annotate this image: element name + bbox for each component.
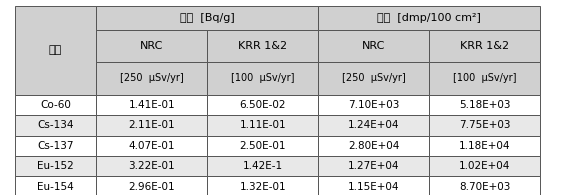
Text: 4.07E-01: 4.07E-01 bbox=[128, 141, 175, 151]
Text: KRR 1&2: KRR 1&2 bbox=[460, 41, 509, 51]
Text: Eu-154: Eu-154 bbox=[37, 182, 74, 192]
Text: 1.32E-01: 1.32E-01 bbox=[239, 182, 286, 192]
Bar bbox=[318, 136, 429, 156]
Text: 1.42E-1: 1.42E-1 bbox=[243, 161, 283, 171]
Bar bbox=[318, 62, 429, 95]
Bar bbox=[96, 136, 207, 156]
Bar bbox=[207, 95, 318, 115]
Bar bbox=[429, 95, 540, 115]
Bar bbox=[318, 6, 540, 30]
Text: 8.70E+03: 8.70E+03 bbox=[459, 182, 510, 192]
Text: 1.24E+04: 1.24E+04 bbox=[348, 120, 399, 130]
Text: 7.10E+03: 7.10E+03 bbox=[348, 100, 399, 110]
Bar bbox=[207, 62, 318, 95]
Bar bbox=[15, 176, 96, 195]
Text: 7.75E+03: 7.75E+03 bbox=[459, 120, 510, 130]
Text: KRR 1&2: KRR 1&2 bbox=[238, 41, 287, 51]
Bar bbox=[96, 176, 207, 195]
Text: Cs-137: Cs-137 bbox=[37, 141, 74, 151]
Text: 1.02E+04: 1.02E+04 bbox=[459, 161, 510, 171]
Text: Co-60: Co-60 bbox=[40, 100, 71, 110]
Bar bbox=[96, 62, 207, 95]
Bar bbox=[96, 30, 207, 62]
Text: [100  μSv/yr]: [100 μSv/yr] bbox=[453, 74, 516, 83]
Bar bbox=[429, 30, 540, 62]
Bar bbox=[429, 62, 540, 95]
Bar bbox=[207, 136, 318, 156]
Bar bbox=[429, 156, 540, 176]
Text: 2.50E-01: 2.50E-01 bbox=[239, 141, 286, 151]
Text: 1.41E-01: 1.41E-01 bbox=[128, 100, 175, 110]
Text: 부지  [Bq/g]: 부지 [Bq/g] bbox=[180, 13, 235, 23]
Bar bbox=[429, 136, 540, 156]
Text: 핵종: 핵종 bbox=[49, 45, 62, 55]
Text: 3.22E-01: 3.22E-01 bbox=[128, 161, 175, 171]
Bar bbox=[96, 115, 207, 136]
Text: NRC: NRC bbox=[362, 41, 385, 51]
Bar bbox=[318, 30, 429, 62]
Bar bbox=[207, 30, 318, 62]
Text: Cs-134: Cs-134 bbox=[37, 120, 74, 130]
Text: NRC: NRC bbox=[140, 41, 164, 51]
Text: [250  μSv/yr]: [250 μSv/yr] bbox=[342, 74, 406, 83]
Text: [100  μSv/yr]: [100 μSv/yr] bbox=[231, 74, 294, 83]
Text: 2.96E-01: 2.96E-01 bbox=[128, 182, 175, 192]
Bar bbox=[15, 136, 96, 156]
Bar bbox=[318, 95, 429, 115]
Bar bbox=[207, 176, 318, 195]
Bar bbox=[318, 115, 429, 136]
Bar bbox=[429, 115, 540, 136]
Text: 2.80E+04: 2.80E+04 bbox=[348, 141, 399, 151]
Text: 1.27E+04: 1.27E+04 bbox=[348, 161, 399, 171]
Bar bbox=[96, 156, 207, 176]
Bar bbox=[318, 176, 429, 195]
Text: 5.18E+03: 5.18E+03 bbox=[459, 100, 510, 110]
Text: Eu-152: Eu-152 bbox=[37, 161, 74, 171]
Bar bbox=[15, 156, 96, 176]
Bar bbox=[96, 6, 318, 30]
Bar bbox=[15, 6, 96, 95]
Text: 6.50E-02: 6.50E-02 bbox=[239, 100, 286, 110]
Text: 2.11E-01: 2.11E-01 bbox=[128, 120, 175, 130]
Text: [250  μSv/yr]: [250 μSv/yr] bbox=[120, 74, 184, 83]
Bar bbox=[15, 95, 96, 115]
Bar bbox=[96, 95, 207, 115]
Text: 1.11E-01: 1.11E-01 bbox=[239, 120, 286, 130]
Bar bbox=[318, 156, 429, 176]
Bar bbox=[207, 156, 318, 176]
Bar bbox=[429, 176, 540, 195]
Bar bbox=[15, 115, 96, 136]
Text: 건물  [dmp/100 cm²]: 건물 [dmp/100 cm²] bbox=[377, 13, 481, 23]
Text: 1.15E+04: 1.15E+04 bbox=[348, 182, 399, 192]
Bar bbox=[207, 115, 318, 136]
Text: 1.18E+04: 1.18E+04 bbox=[459, 141, 510, 151]
